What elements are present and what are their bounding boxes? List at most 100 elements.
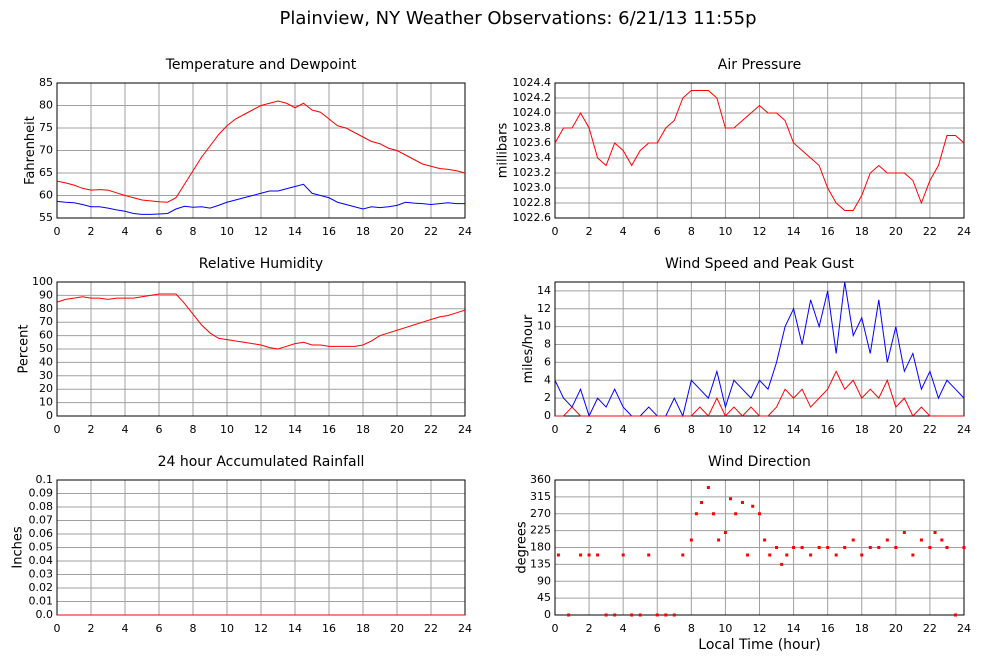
x-tick-label: 10 — [220, 622, 234, 635]
y-tick-label: 0.03 — [29, 568, 54, 581]
x-tick-label: 8 — [190, 225, 197, 238]
data-point — [729, 497, 733, 501]
y-tick-label: 80 — [39, 302, 53, 315]
data-point — [723, 531, 727, 534]
plot-frame — [56, 82, 466, 219]
x-tick-label: 16 — [821, 622, 835, 635]
y-tick-label: 4 — [544, 373, 551, 386]
data-point — [945, 546, 949, 549]
y-tick-label: 1023.0 — [513, 181, 552, 194]
data-point — [621, 553, 625, 557]
data-point — [834, 553, 838, 557]
y-axis-label: degrees — [515, 521, 530, 574]
x-tick-label: 0 — [54, 622, 61, 635]
data-line — [555, 370, 964, 417]
y-tick-label: 80 — [39, 99, 53, 112]
x-tick-label: 12 — [753, 225, 767, 238]
x-tick-label: 8 — [688, 423, 695, 436]
x-tick-label: 6 — [156, 622, 163, 635]
data-point — [933, 531, 937, 534]
plot-frame — [554, 82, 965, 219]
y-tick-label: 0 — [544, 608, 551, 621]
y-tick-label: 20 — [39, 382, 53, 395]
data-point — [681, 553, 685, 557]
data-line — [56, 293, 466, 350]
x-tick-label: 4 — [620, 225, 627, 238]
x-tick-label: 6 — [156, 423, 163, 436]
x-tick-label: 24 — [957, 622, 971, 635]
data-point — [877, 546, 881, 549]
data-point — [672, 613, 676, 617]
x-axis-label: Local Time (hour) — [698, 637, 820, 653]
data-point — [638, 613, 642, 617]
y-tick-label: 45 — [537, 591, 551, 604]
data-line — [554, 90, 965, 211]
x-tick-label: 10 — [718, 225, 732, 238]
x-tick-label: 22 — [424, 622, 438, 635]
data-point — [630, 613, 634, 617]
data-point — [780, 562, 784, 566]
x-tick-label: 14 — [288, 622, 302, 635]
y-tick-label: 40 — [39, 355, 53, 368]
data-line — [56, 183, 465, 215]
y-tick-label: 50 — [39, 342, 53, 355]
y-tick-label: 55 — [39, 211, 53, 224]
x-tick-label: 20 — [390, 225, 404, 238]
x-tick-label: 14 — [787, 423, 801, 436]
data-point — [706, 486, 710, 489]
data-point — [919, 538, 923, 542]
x-tick-label: 22 — [923, 225, 937, 238]
x-tick-label: 18 — [356, 622, 370, 635]
data-point — [911, 553, 915, 557]
y-tick-label: 1024.2 — [513, 91, 552, 104]
x-tick-label: 12 — [254, 225, 268, 238]
data-point — [885, 538, 889, 542]
x-tick-label: 18 — [855, 225, 869, 238]
y-tick-label: 360 — [530, 473, 551, 486]
data-point — [809, 553, 813, 557]
data-point — [962, 546, 966, 549]
x-tick-label: 12 — [753, 622, 767, 635]
x-tick-label: 6 — [654, 423, 661, 436]
x-tick-label: 16 — [322, 423, 336, 436]
data-point — [647, 553, 651, 557]
x-tick-label: 0 — [552, 423, 559, 436]
x-tick-label: 8 — [190, 622, 197, 635]
y-tick-label: 65 — [39, 166, 53, 179]
x-tick-label: 6 — [654, 622, 661, 635]
y-tick-label: 1023.6 — [513, 136, 552, 149]
chart-title: Wind Speed and Peak Gust — [665, 256, 854, 272]
x-tick-label: 14 — [787, 622, 801, 635]
x-tick-label: 24 — [458, 423, 472, 436]
y-tick-label: 135 — [530, 557, 551, 570]
y-axis-label: millibars — [496, 123, 511, 179]
x-tick-label: 0 — [552, 225, 559, 238]
y-tick-label: 270 — [530, 507, 551, 520]
x-tick-label: 4 — [122, 225, 129, 238]
y-tick-label: 14 — [537, 284, 551, 297]
data-point — [751, 504, 755, 508]
y-tick-label: 6 — [544, 355, 551, 368]
x-tick-label: 4 — [620, 622, 627, 635]
y-tick-label: 70 — [39, 144, 53, 157]
data-point — [579, 553, 583, 557]
y-axis-label: miles/hour — [521, 314, 536, 383]
y-tick-label: 1024.4 — [513, 76, 552, 89]
y-tick-label: 60 — [39, 189, 53, 202]
x-tick-label: 14 — [288, 225, 302, 238]
x-tick-label: 24 — [957, 225, 971, 238]
data-point — [902, 531, 906, 534]
y-tick-label: 0.02 — [29, 581, 54, 594]
x-tick-label: 16 — [322, 225, 336, 238]
y-tick-label: 1023.2 — [513, 166, 552, 179]
y-tick-label: 70 — [39, 315, 53, 328]
y-tick-label: 225 — [530, 524, 551, 537]
x-tick-label: 12 — [254, 423, 268, 436]
data-point — [604, 613, 608, 617]
y-tick-label: 0 — [544, 409, 551, 422]
x-tick-label: 0 — [54, 225, 61, 238]
y-tick-label: 1024.0 — [513, 106, 552, 119]
y-tick-label: 100 — [32, 275, 53, 288]
y-tick-label: 0.1 — [36, 473, 54, 486]
